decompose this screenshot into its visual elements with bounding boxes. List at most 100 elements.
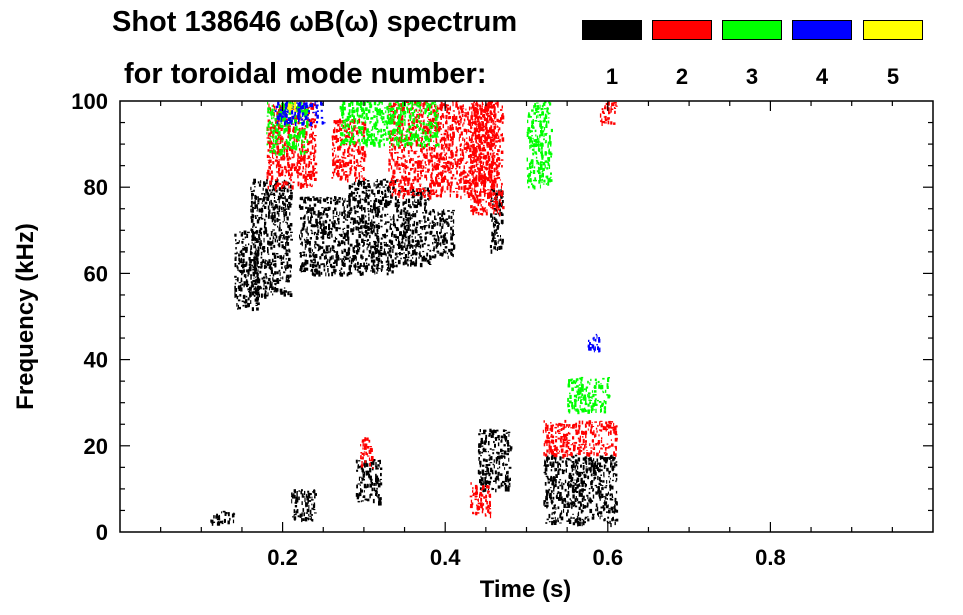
- spectral-point: [466, 191, 469, 195]
- spectral-point: [276, 280, 280, 284]
- spectral-point: [361, 232, 364, 235]
- spectral-point: [389, 149, 391, 152]
- spectral-point: [359, 198, 362, 202]
- spectral-point: [290, 192, 293, 195]
- spectral-point: [259, 270, 262, 274]
- spectral-point: [278, 208, 281, 213]
- spectral-point: [341, 261, 344, 266]
- spectral-point: [263, 196, 266, 200]
- spectral-point: [597, 512, 599, 516]
- spectral-point: [500, 189, 502, 193]
- spectral-point: [346, 273, 349, 277]
- spectral-point: [337, 169, 340, 173]
- spectral-point: [373, 240, 376, 243]
- spectral-point: [311, 105, 315, 110]
- spectral-point: [588, 491, 591, 495]
- spectral-point: [377, 483, 381, 488]
- spectral-point: [451, 123, 454, 127]
- spectral-point: [363, 239, 366, 241]
- spectral-point: [404, 242, 406, 247]
- spectral-point: [488, 480, 492, 483]
- spectral-point: [269, 126, 272, 131]
- spectral-point: [376, 477, 378, 481]
- spectral-point: [574, 489, 577, 493]
- spectral-point: [354, 143, 356, 148]
- spectral-point: [424, 101, 426, 103]
- spectral-point: [393, 134, 397, 137]
- spectral-point: [283, 294, 286, 297]
- spectral-point: [452, 151, 454, 154]
- spectral-point: [569, 483, 572, 487]
- spectral-point: [472, 170, 474, 175]
- spectral-point: [350, 185, 354, 188]
- spectral-point: [450, 156, 453, 159]
- spectral-point: [428, 159, 431, 164]
- spectral-point: [431, 177, 433, 180]
- spectral-point: [284, 168, 287, 170]
- spectral-point: [301, 264, 303, 268]
- spectral-point: [277, 119, 280, 123]
- spectral-point: [281, 244, 284, 249]
- spectral-point: [280, 259, 282, 261]
- spectral-point: [505, 432, 508, 434]
- spectral-point: [273, 192, 275, 195]
- spectral-point: [352, 150, 355, 152]
- spectral-point: [281, 266, 283, 269]
- spectral-point: [421, 165, 425, 167]
- spectral-point: [339, 234, 341, 236]
- spectral-point: [308, 220, 311, 224]
- spectral-point: [250, 248, 252, 251]
- spectral-point: [489, 467, 493, 473]
- spectral-point: [307, 232, 309, 236]
- spectral-point: [271, 175, 274, 180]
- spectral-point: [324, 220, 328, 224]
- spectral-point: [432, 117, 435, 121]
- spectral-point: [386, 221, 390, 224]
- spectral-point: [291, 499, 293, 504]
- spectral-point: [307, 498, 309, 503]
- spectral-point: [456, 129, 459, 133]
- spectral-point: [291, 492, 293, 496]
- spectral-point: [303, 144, 305, 147]
- spectral-point: [269, 180, 272, 185]
- spectral-point: [386, 268, 388, 271]
- spectral-point: [419, 254, 421, 257]
- spectral-point: [369, 193, 371, 197]
- spectral-point: [383, 243, 387, 247]
- spectral-point: [365, 269, 368, 273]
- spectral-point: [585, 468, 589, 472]
- spectral-point: [389, 118, 391, 121]
- spectral-point: [325, 226, 327, 230]
- spectral-point: [430, 120, 434, 122]
- spectral-point: [323, 227, 325, 232]
- spectral-point: [560, 516, 564, 521]
- spectral-point: [254, 286, 256, 290]
- spectral-point: [420, 164, 422, 169]
- spectral-point: [481, 464, 485, 467]
- spectral-point: [349, 169, 353, 171]
- spectral-point: [353, 160, 356, 165]
- spectral-point: [492, 429, 495, 433]
- spectral-point: [484, 430, 487, 432]
- spectral-point: [412, 186, 415, 190]
- spectral-point: [407, 198, 411, 203]
- spectral-point: [402, 218, 405, 222]
- spectral-point: [396, 133, 398, 135]
- spectral-point: [307, 207, 310, 212]
- spectral-point: [604, 518, 606, 522]
- spectral-point: [306, 183, 308, 188]
- spectral-point: [368, 251, 371, 254]
- spectral-point: [414, 201, 418, 203]
- spectral-point: [409, 245, 412, 247]
- spectral-point: [500, 205, 502, 208]
- spectral-point: [283, 287, 286, 289]
- spectral-point: [389, 146, 391, 148]
- spectral-point: [445, 156, 447, 161]
- spectral-point: [434, 155, 437, 158]
- spectral-point: [456, 170, 458, 175]
- spectral-point: [504, 480, 508, 483]
- spectral-point: [439, 152, 443, 156]
- spectral-point: [243, 274, 247, 278]
- spectral-point: [450, 181, 453, 184]
- spectral-point: [615, 490, 618, 494]
